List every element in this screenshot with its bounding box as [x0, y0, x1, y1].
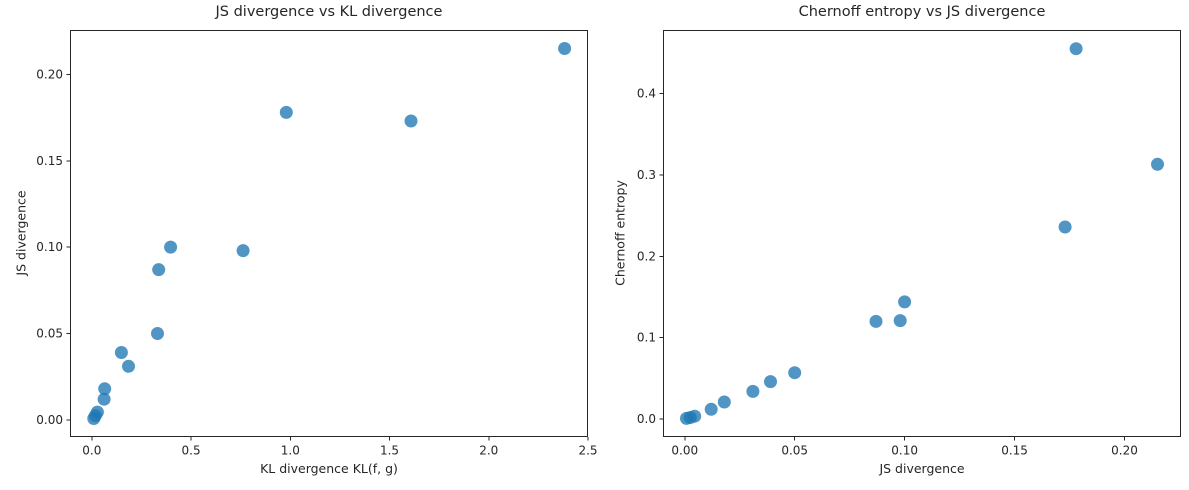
x-tick-label: 2.0 — [479, 444, 498, 458]
left-chart-x-axis-label: KL divergence KL(f, g) — [260, 461, 398, 476]
data-point — [279, 105, 293, 119]
data-point — [893, 314, 907, 328]
data-point — [898, 295, 912, 309]
data-point — [404, 114, 418, 128]
x-tick-label: 0.20 — [1111, 444, 1138, 458]
y-tick-label: 0.2 — [637, 249, 656, 263]
data-point — [869, 314, 883, 328]
y-tick-label: 0.4 — [637, 86, 656, 100]
y-tick-label: 0.3 — [637, 168, 656, 182]
right-chart-title: Chernoff entropy vs JS divergence — [798, 4, 1046, 20]
data-point — [1151, 157, 1164, 171]
y-tick-label: 0.10 — [36, 240, 63, 254]
y-tick-label: 0.05 — [36, 327, 63, 341]
axes-frame — [70, 30, 588, 437]
data-point — [717, 395, 731, 409]
x-tick-label: 0.05 — [781, 444, 808, 458]
y-tick-label: 0.1 — [637, 331, 656, 345]
data-point — [114, 346, 128, 359]
scatter-points — [680, 42, 1164, 425]
left-scatter-plot: 0.0 0.5 1.0 1.5 2.0 2.5 0.00 0.05 0.10 0.15 0.20 — [36, 30, 598, 458]
x-tick-label: 0.10 — [891, 444, 918, 458]
data-point — [764, 375, 777, 389]
right-chart-y-axis-label: Chernoff entropy — [612, 180, 628, 286]
y-tick-label: 0.00 — [36, 413, 63, 427]
data-point — [746, 384, 760, 398]
x-tick-label: 0.5 — [182, 444, 201, 458]
data-point — [688, 409, 702, 423]
right-chart-x-axis-label: JS divergence — [879, 461, 965, 476]
data-point — [97, 392, 111, 406]
y-tick-label: 0.0 — [637, 412, 656, 426]
data-point — [788, 366, 802, 380]
data-point — [236, 244, 250, 258]
data-point — [98, 382, 112, 396]
data-point — [152, 263, 166, 277]
data-point — [704, 402, 718, 416]
y-tick-label: 0.20 — [36, 67, 63, 81]
data-point — [558, 42, 572, 55]
data-point — [1058, 220, 1072, 234]
data-point — [90, 405, 104, 419]
x-tick-label: 1.5 — [380, 444, 399, 458]
data-point — [1069, 42, 1083, 56]
left-chart-title: JS divergence vs KL divergence — [215, 4, 443, 20]
left-chart-y-axis-label: JS divergence — [13, 190, 29, 276]
data-point — [164, 240, 178, 254]
scatter-points — [87, 42, 572, 425]
y-tick-label: 0.15 — [36, 154, 63, 168]
data-point — [151, 327, 164, 340]
x-tick-label: 2.5 — [578, 444, 597, 458]
right-scatter-plot: 0.00 0.05 0.10 0.15 0.20 0.0 0.1 0.2 0.3 0.4 — [637, 30, 1181, 458]
x-tick-label: 0.15 — [1001, 444, 1028, 458]
x-tick-label: 0.0 — [82, 444, 101, 458]
x-tick-label: 0.00 — [671, 444, 698, 458]
data-point — [122, 359, 135, 373]
axes-frame — [663, 30, 1181, 437]
x-tick-label: 1.0 — [281, 444, 300, 458]
